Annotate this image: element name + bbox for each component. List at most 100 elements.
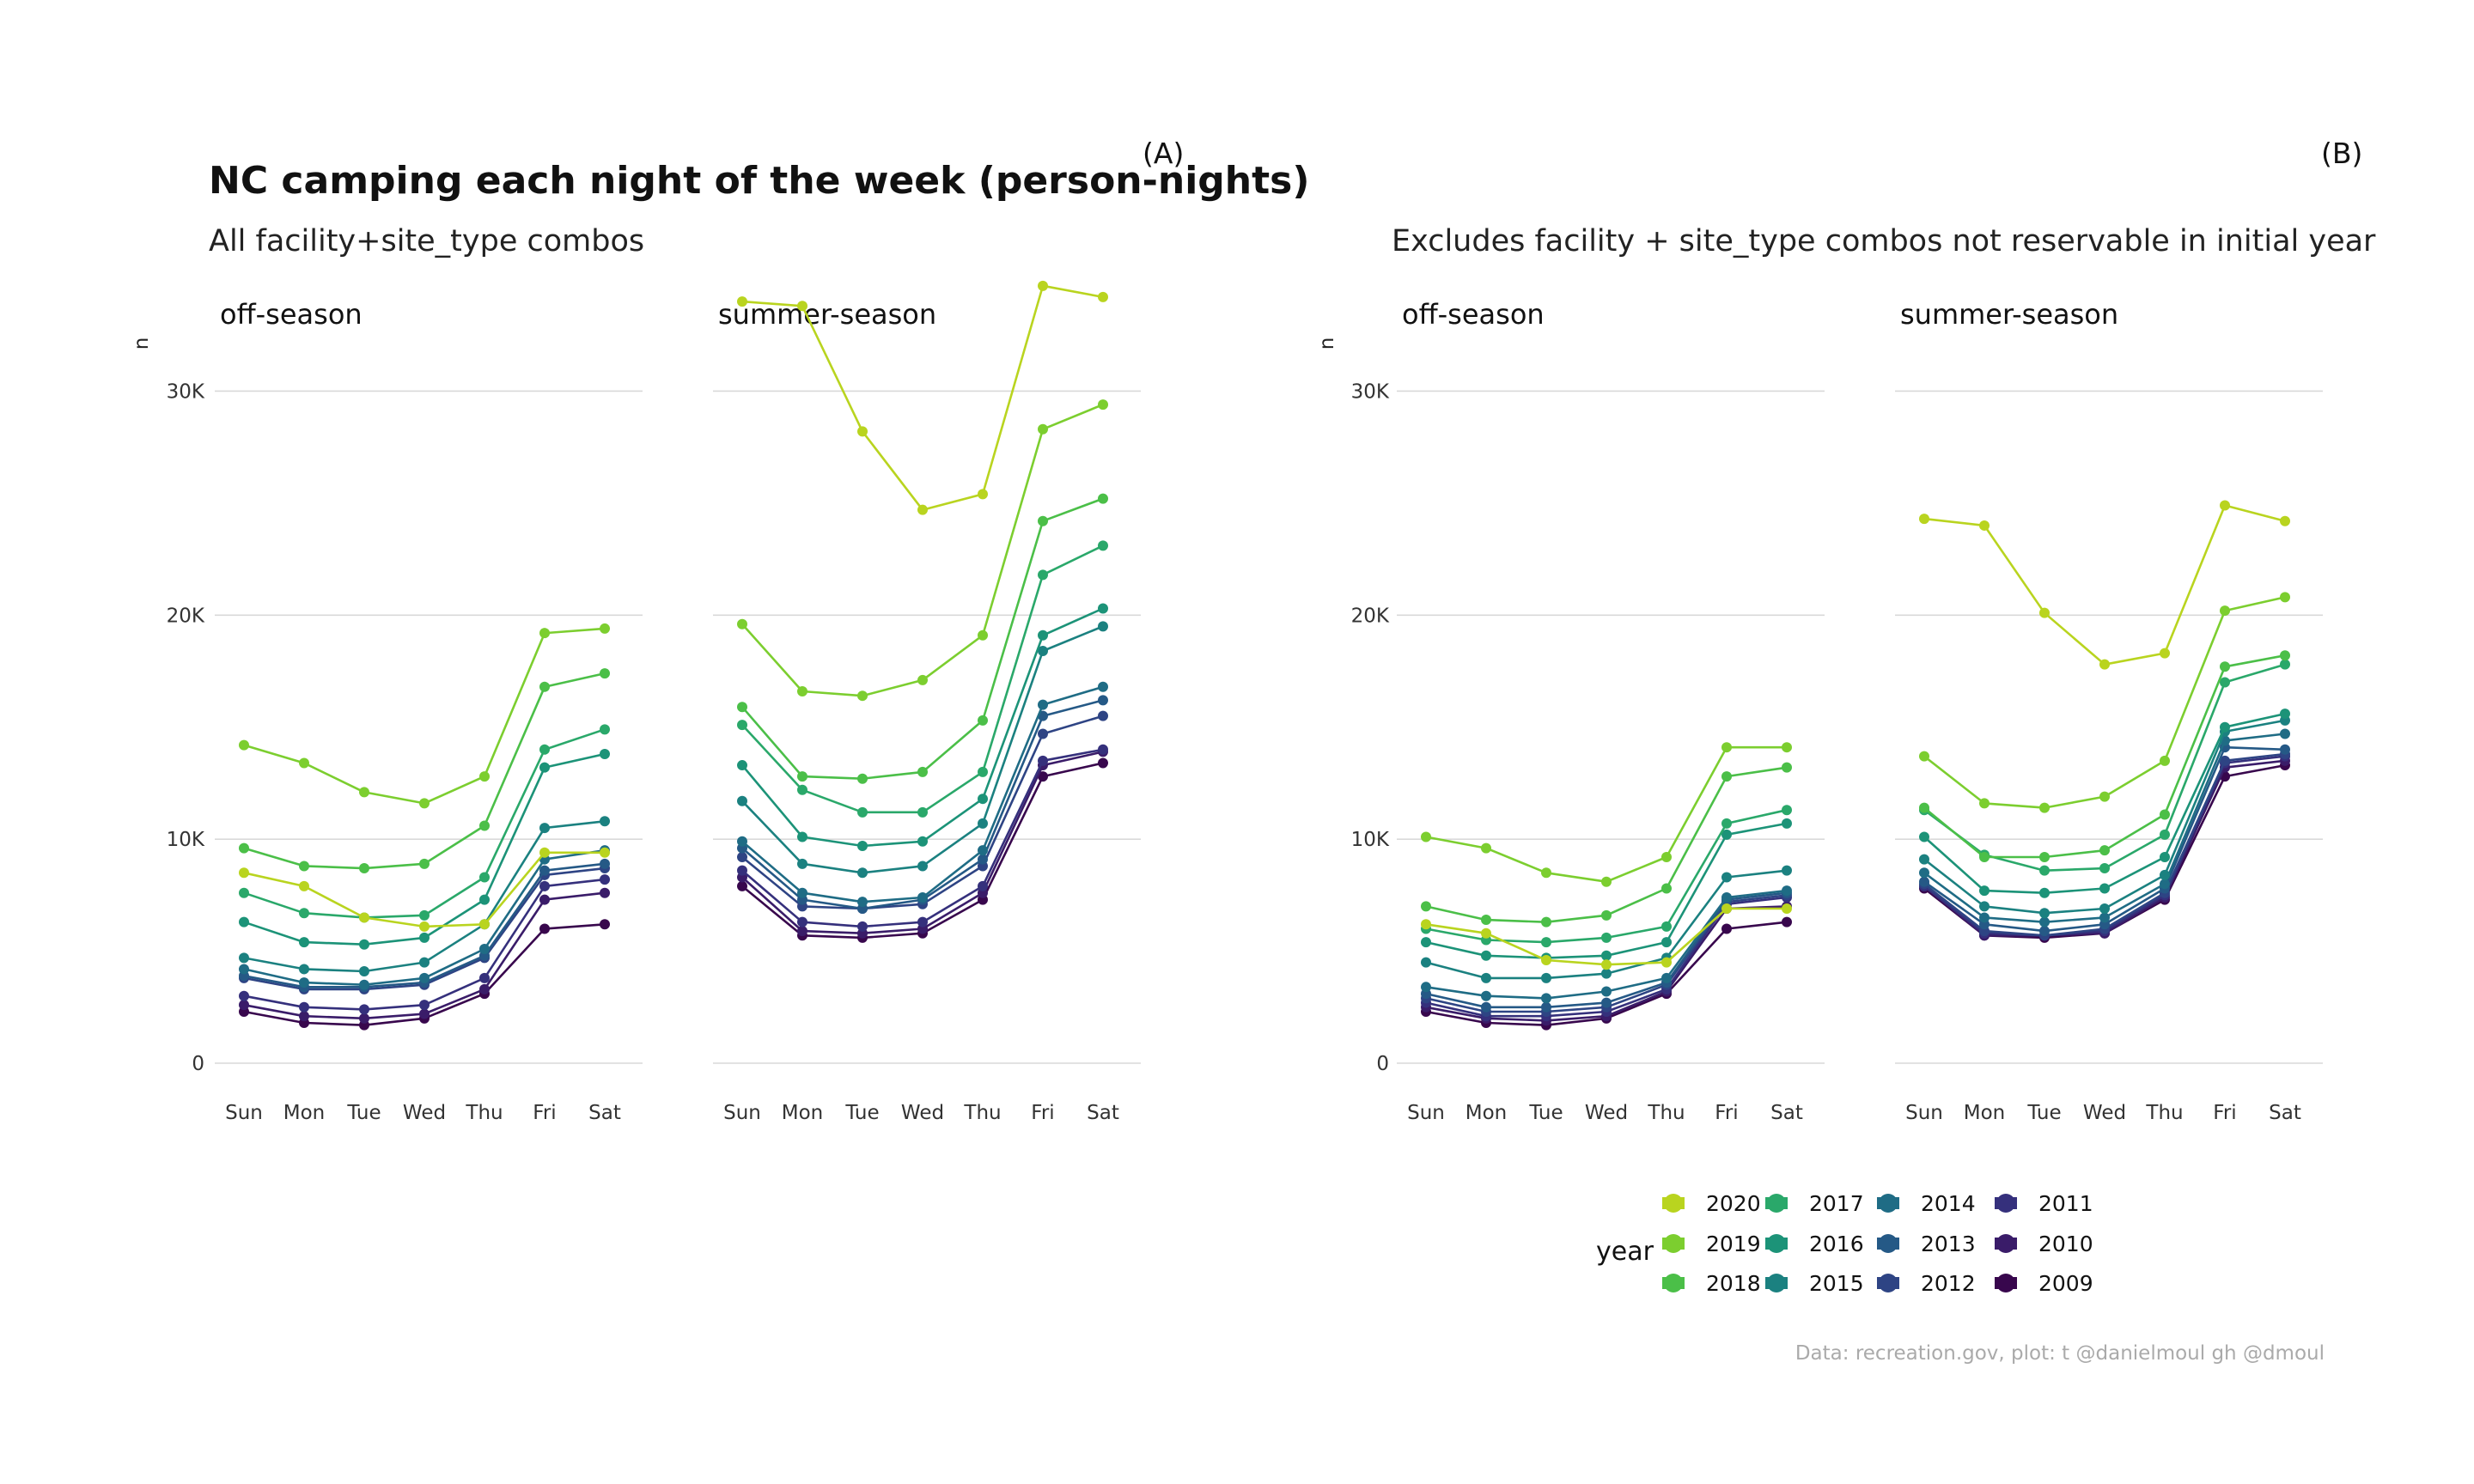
data-point: [2280, 728, 2290, 739]
data-point: [1601, 959, 1612, 970]
data-point: [1541, 916, 1551, 928]
legend-label: 2010: [2038, 1232, 2093, 1256]
data-point: [797, 784, 807, 795]
data-point: [239, 739, 249, 751]
legend: year 2020 2019 2018 2017 2016 2015 2014 2013 201…: [1596, 1191, 2093, 1296]
legend-key-point: [1664, 1274, 1683, 1292]
facet-title: summer-season: [1900, 298, 2118, 331]
data-point: [2280, 592, 2290, 603]
data-point: [419, 798, 430, 809]
data-point: [299, 977, 309, 988]
data-point: [2099, 845, 2110, 856]
data-point: [600, 874, 610, 885]
data-point: [1721, 742, 1732, 753]
x-tick-label: Wed: [403, 1102, 446, 1124]
caption: Data: recreation.gov, plot: t @danielmou…: [1795, 1342, 2325, 1365]
y-axis-title: n: [131, 338, 153, 350]
data-point: [1979, 885, 1990, 897]
data-point: [419, 858, 430, 869]
legend-item-2017: 2017: [1765, 1191, 1864, 1216]
data-point: [1919, 751, 1929, 762]
x-tick-label: Wed: [2083, 1102, 2126, 1124]
x-tick-label: Tue: [1528, 1102, 1563, 1124]
data-point: [737, 702, 747, 713]
legend-key-point: [1879, 1234, 1898, 1253]
data-point: [1782, 903, 1792, 915]
data-point: [359, 1013, 369, 1024]
data-point: [2099, 883, 2110, 894]
series-2015: [239, 816, 610, 977]
x-tick-label: Mon: [782, 1102, 824, 1124]
data-point: [359, 966, 369, 977]
data-point: [1098, 757, 1108, 769]
data-point: [479, 872, 490, 883]
data-point: [797, 831, 807, 842]
series-2018: [239, 668, 610, 874]
data-point: [2099, 903, 2110, 915]
x-tick-label: Sat: [2269, 1102, 2301, 1124]
data-point: [737, 880, 747, 891]
legend-item-2020: 2020: [1662, 1191, 1761, 1216]
data-point: [1541, 993, 1551, 1004]
legend-label: 2011: [2038, 1191, 2093, 1216]
data-point: [857, 897, 868, 908]
data-point: [1919, 802, 1929, 813]
data-point: [359, 979, 369, 990]
data-point: [1979, 798, 1990, 809]
series-line: [741, 762, 1104, 940]
data-point: [2099, 659, 2110, 670]
x-tick-label: Sat: [588, 1102, 621, 1124]
data-point: [479, 943, 490, 954]
series-2011: [737, 744, 1108, 932]
legend-label: 2017: [1809, 1191, 1864, 1216]
data-point: [2099, 863, 2110, 874]
data-point: [1601, 876, 1612, 887]
data-point: [737, 760, 747, 771]
data-point: [978, 845, 988, 856]
data-point: [1919, 876, 1929, 887]
data-point: [1481, 842, 1491, 854]
data-point: [1601, 909, 1612, 921]
data-point: [2160, 648, 2170, 659]
data-point: [978, 715, 988, 726]
data-point: [1098, 621, 1108, 632]
data-point: [1919, 514, 1929, 525]
series-2019: [1919, 592, 2290, 813]
data-point: [1919, 867, 1929, 879]
data-point: [857, 426, 868, 437]
legend-key-point: [1996, 1194, 2015, 1213]
x-tick-label: Sat: [1770, 1102, 1803, 1124]
data-point: [359, 863, 369, 874]
data-point: [917, 916, 928, 928]
legend-key-point: [1879, 1194, 1898, 1213]
series-2016: [737, 603, 1108, 851]
data-point: [299, 908, 309, 919]
series-2018: [737, 493, 1108, 784]
series-line: [1425, 889, 1788, 1000]
legend-label: 2013: [1921, 1232, 1976, 1256]
data-point: [1782, 885, 1792, 897]
data-point: [1541, 1001, 1551, 1013]
data-point: [2160, 852, 2170, 863]
data-point: [1721, 903, 1732, 915]
data-point: [917, 504, 928, 515]
data-point: [2039, 926, 2050, 937]
data-point: [539, 923, 550, 934]
plot-a-tag: (A): [1143, 137, 1184, 170]
data-point: [539, 847, 550, 858]
data-point: [737, 296, 747, 307]
data-point: [737, 618, 747, 629]
legend-label: 2020: [1706, 1191, 1761, 1216]
data-point: [1541, 955, 1551, 966]
legend-key-point: [1996, 1234, 2015, 1253]
data-point: [1721, 923, 1732, 934]
data-point: [2280, 744, 2290, 755]
data-point: [2220, 661, 2230, 672]
data-point: [797, 301, 807, 312]
legend-label: 2018: [1706, 1271, 1761, 1296]
facet-title: off-season: [1402, 298, 1545, 331]
data-point: [239, 916, 249, 928]
data-point: [1421, 919, 1431, 930]
data-point: [479, 894, 490, 905]
data-point: [539, 823, 550, 834]
